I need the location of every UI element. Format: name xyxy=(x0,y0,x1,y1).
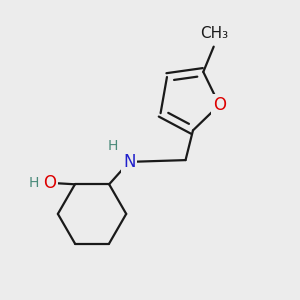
Text: O: O xyxy=(213,96,226,114)
Text: N: N xyxy=(123,153,135,171)
Text: CH₃: CH₃ xyxy=(200,26,228,41)
Text: H: H xyxy=(28,176,38,190)
Text: H: H xyxy=(108,139,118,152)
Text: O: O xyxy=(43,174,56,192)
